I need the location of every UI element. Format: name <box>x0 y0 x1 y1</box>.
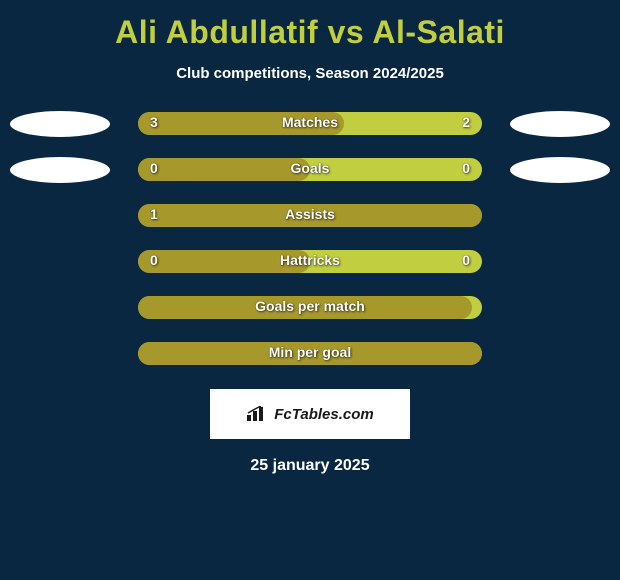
stat-row: Goals per match <box>0 296 620 319</box>
stat-bar: 1Assists <box>138 204 482 227</box>
player-right-marker <box>510 111 610 137</box>
stat-row: 1Assists <box>0 204 620 227</box>
stat-bar: 32Matches <box>138 112 482 135</box>
stat-label: Assists <box>138 206 482 222</box>
page-title: Ali Abdullatif vs Al-Salati <box>0 0 620 51</box>
stat-label: Goals per match <box>138 298 482 314</box>
subtitle: Club competitions, Season 2024/2025 <box>0 65 620 82</box>
stat-row: 32Matches <box>0 112 620 135</box>
player-right-marker <box>510 157 610 183</box>
source-badge-text: FcTables.com <box>274 406 373 423</box>
stat-row: 00Goals <box>0 158 620 181</box>
stat-row: 00Hattricks <box>0 250 620 273</box>
stat-row: Min per goal <box>0 342 620 365</box>
chart-icon <box>246 406 268 422</box>
source-badge: FcTables.com <box>210 389 410 439</box>
stat-bar: Min per goal <box>138 342 482 365</box>
player-left-marker <box>10 157 110 183</box>
stat-bar: Goals per match <box>138 296 482 319</box>
player-left-marker <box>10 111 110 137</box>
stat-bar: 00Hattricks <box>138 250 482 273</box>
stat-label: Min per goal <box>138 344 482 360</box>
stat-label: Goals <box>138 160 482 176</box>
stat-bar: 00Goals <box>138 158 482 181</box>
stat-label: Matches <box>138 114 482 130</box>
date-text: 25 january 2025 <box>0 457 620 475</box>
stats-rows: 32Matches 00Goals 1Assists 00Hattricks Goals… <box>0 112 620 365</box>
stat-label: Hattricks <box>138 252 482 268</box>
